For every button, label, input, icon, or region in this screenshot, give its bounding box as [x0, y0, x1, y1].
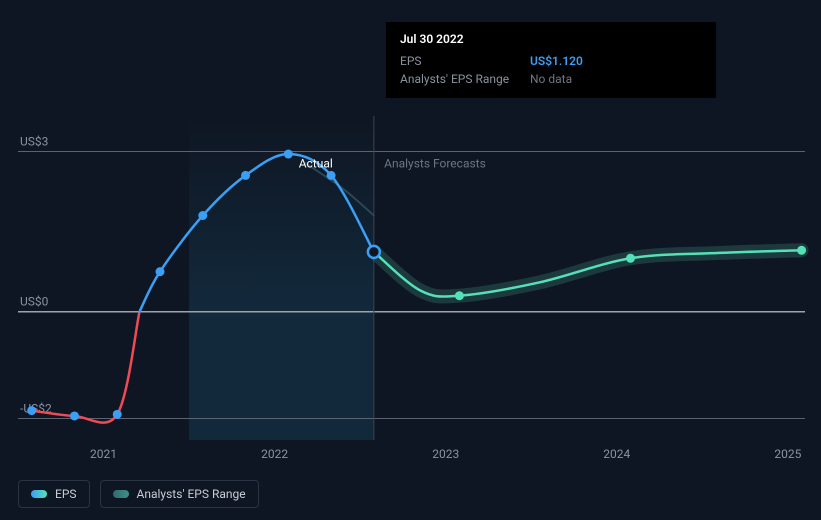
tooltip-table: EPS US$1.120 Analysts' EPS Range No data	[400, 52, 702, 88]
legend-item-eps[interactable]: EPS	[18, 480, 90, 508]
svg-text:Actual: Actual	[299, 156, 333, 170]
svg-text:US$3: US$3	[20, 134, 48, 148]
svg-text:Analysts Forecasts: Analysts Forecasts	[384, 156, 486, 170]
svg-text:2023: 2023	[432, 447, 459, 461]
legend-swatch-icon	[31, 490, 47, 498]
tooltip-row-value: US$1.120	[530, 52, 702, 70]
legend-item-range[interactable]: Analysts' EPS Range	[100, 480, 259, 508]
tooltip-row-value: No data	[530, 70, 702, 88]
svg-text:2025: 2025	[774, 447, 801, 461]
svg-text:2022: 2022	[261, 447, 288, 461]
legend-swatch-icon	[113, 490, 129, 498]
chart-tooltip: Jul 30 2022 EPS US$1.120 Analysts' EPS R…	[386, 22, 716, 98]
svg-text:2024: 2024	[603, 447, 630, 461]
legend-label: Analysts' EPS Range	[137, 487, 246, 501]
chart-legend: EPS Analysts' EPS Range	[18, 480, 259, 508]
svg-text:2021: 2021	[90, 447, 117, 461]
legend-label: EPS	[55, 487, 77, 501]
tooltip-row-label: Analysts' EPS Range	[400, 70, 530, 88]
tooltip-date: Jul 30 2022	[400, 32, 702, 46]
svg-text:US$0: US$0	[20, 295, 49, 309]
tooltip-row-label: EPS	[400, 52, 530, 70]
